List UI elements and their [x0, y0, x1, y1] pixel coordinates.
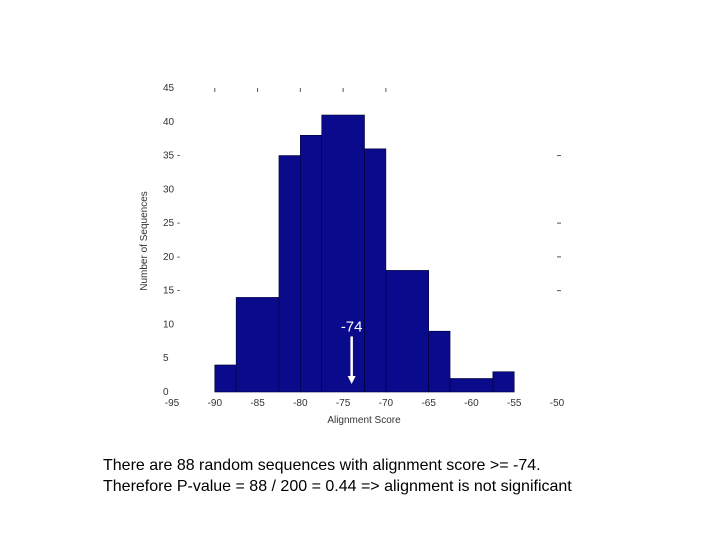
right-tick-marks [557, 155, 561, 292]
histogram-bar-8 [449, 378, 494, 393]
y-axis-ticks: 0 5 10 15 - 20 - 25 - 30 35 - 40 45 [163, 83, 180, 398]
histogram-bar-6 [385, 270, 429, 393]
y-tick-label-10: 10 [163, 319, 175, 330]
histogram-bar-2 [278, 155, 301, 393]
y-tick-label-45: 45 [163, 83, 175, 94]
y-tick-label-15: 15 - [163, 286, 180, 297]
histogram-bar-9 [492, 371, 515, 393]
y-tick-label-35: 35 - [163, 151, 180, 162]
histogram-bar-5 [364, 148, 387, 393]
x-tick-label-1: -90 [208, 398, 223, 409]
x-tick-label-0: -95 [165, 398, 180, 409]
histogram-bars [214, 114, 515, 393]
caption: There are 88 random sequences with align… [103, 455, 572, 497]
annotation-arrow-head [347, 376, 356, 384]
y-tick-label-5: 5 [163, 353, 169, 364]
x-tick-label-8: -55 [507, 398, 522, 409]
x-tick-label-7: -60 [464, 398, 479, 409]
y-tick-label-40: 40 [163, 117, 175, 128]
x-axis-ticks: -95 -90 -85 -80 -75 -70 -65 -60 -55 -50 [165, 398, 565, 409]
x-tick-label-3: -80 [293, 398, 308, 409]
caption-line-1: There are 88 random sequences with align… [103, 457, 541, 474]
x-tick-label-4: -75 [336, 398, 351, 409]
y-axis-label: Number of Sequences [139, 191, 150, 291]
histogram-bar-7 [428, 330, 451, 393]
y-tick-label-30: 30 [163, 184, 175, 195]
top-tick-marks [214, 88, 387, 92]
y-tick-label-25: 25 - [163, 218, 180, 229]
y-tick-label-20: 20 - [163, 252, 180, 263]
histogram-bar-3 [300, 134, 323, 393]
x-axis-label: Alignment Score [327, 415, 401, 426]
histogram-bar-1 [235, 297, 280, 393]
x-tick-label-9: -50 [550, 398, 565, 409]
histogram-bar-4 [321, 114, 365, 393]
score-annotation: -74 [341, 318, 363, 384]
histogram-bar-0 [214, 364, 237, 393]
x-tick-label-6: -65 [421, 398, 436, 409]
x-tick-label-2: -85 [250, 398, 265, 409]
caption-line-2: Therefore P-value = 88 / 200 = 0.44 => a… [103, 478, 572, 495]
annotation-label: -74 [341, 318, 363, 335]
y-tick-label-0: 0 [163, 387, 169, 398]
x-tick-label-5: -70 [379, 398, 394, 409]
